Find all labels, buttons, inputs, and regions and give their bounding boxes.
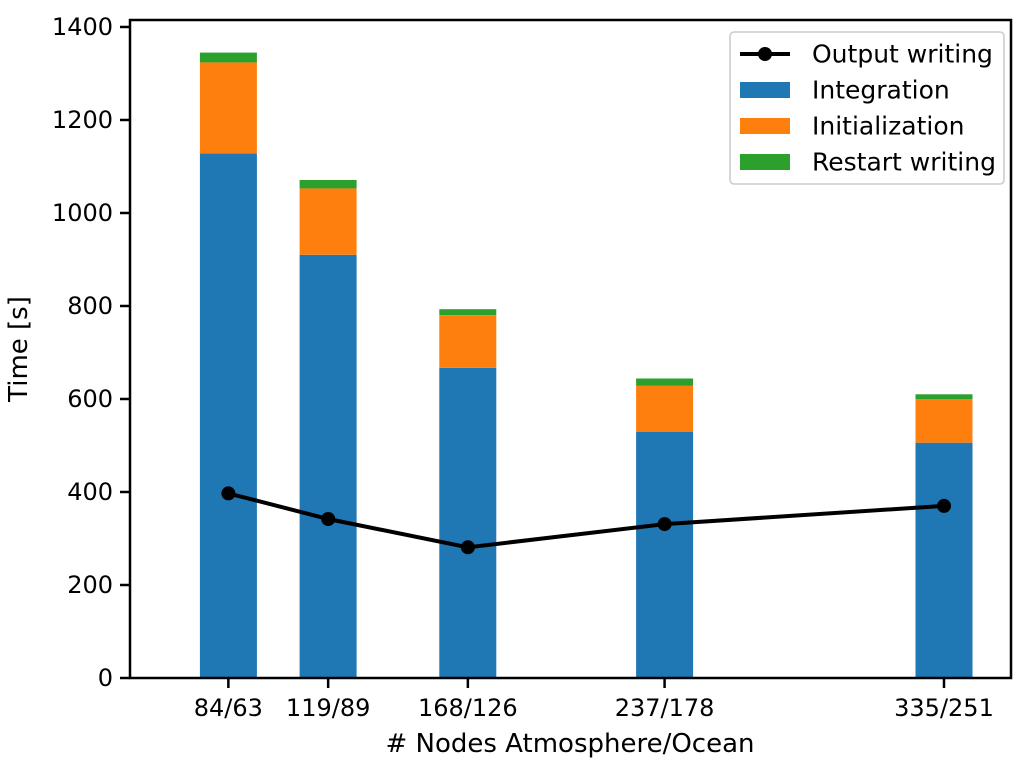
- bar-segment-84/63-restart-writing: [199, 52, 257, 63]
- legend-patch-swatch-integration: [740, 82, 790, 98]
- plot-border: [128, 18, 1013, 680]
- y-tick-label: 600: [67, 385, 113, 413]
- line-layer: [221, 486, 951, 555]
- y-tick-label: 400: [67, 478, 113, 506]
- x-tick-label: 168/126: [418, 694, 518, 722]
- legend-label-restart-writing: Restart writing: [812, 148, 996, 177]
- bar-segment-84/63-initialization: [199, 62, 257, 154]
- y-tick-label: 200: [67, 571, 113, 599]
- y-tick-label: 1000: [52, 199, 113, 227]
- y-tick-label: 0: [98, 664, 113, 692]
- axes-layer: 0 200 400 600 800 1000 1200 1400 84/63 119/89 168/…: [52, 13, 1013, 722]
- legend-label-initialization: Initialization: [812, 112, 964, 141]
- line-marker-168/126: [460, 540, 475, 555]
- x-tick-label: 119/89: [286, 694, 370, 722]
- legend-patch-swatch-initialization: [740, 118, 790, 134]
- legend: Output writing Integration Initialization R…: [729, 31, 1005, 185]
- bar-segment-237/178-integration: [636, 432, 694, 678]
- bar-segment-237/178-initialization: [636, 386, 694, 432]
- line-marker-119/89: [321, 512, 336, 526]
- legend-label-output-writing: Output writing: [812, 40, 993, 69]
- bar-segment-335/251-integration: [915, 442, 973, 678]
- bar-segment-335/251-initialization: [915, 399, 973, 443]
- legend-patch-swatch-restart-writing: [740, 154, 790, 170]
- y-tick-label: 1200: [52, 106, 113, 134]
- legend-marker-icon-output-writing: [758, 47, 772, 61]
- bar-segment-168/126-initialization: [439, 315, 497, 368]
- x-tick-label: 84/63: [194, 694, 263, 722]
- line-marker-84/63: [221, 486, 236, 501]
- x-tick-label: 335/251: [894, 694, 994, 722]
- y-tick-label: 1400: [52, 13, 113, 41]
- bar-segment-119/89-restart-writing: [299, 180, 357, 189]
- legend-label-integration: Integration: [812, 76, 950, 105]
- line-marker-237/178: [657, 517, 672, 532]
- legend-box: [729, 31, 1005, 185]
- bar-segment-237/178-restart-writing: [636, 378, 694, 386]
- x-axis-label: # Nodes Atmosphere/Ocean: [385, 729, 754, 759]
- line-marker-335/251: [937, 498, 951, 513]
- bar-segment-335/251-restart-writing: [915, 394, 973, 399]
- bar-segment-84/63-integration: [199, 153, 257, 678]
- x-tick-label: 237/178: [615, 694, 715, 722]
- y-axis-label: Time [s]: [4, 296, 34, 403]
- bar-segment-119/89-integration: [299, 254, 357, 679]
- bars-layer: [199, 52, 973, 679]
- bar-segment-119/89-initialization: [299, 188, 357, 255]
- y-tick-label: 800: [67, 292, 113, 320]
- bar-segment-168/126-restart-writing: [439, 309, 497, 316]
- bar-segment-168/126-integration: [439, 367, 497, 678]
